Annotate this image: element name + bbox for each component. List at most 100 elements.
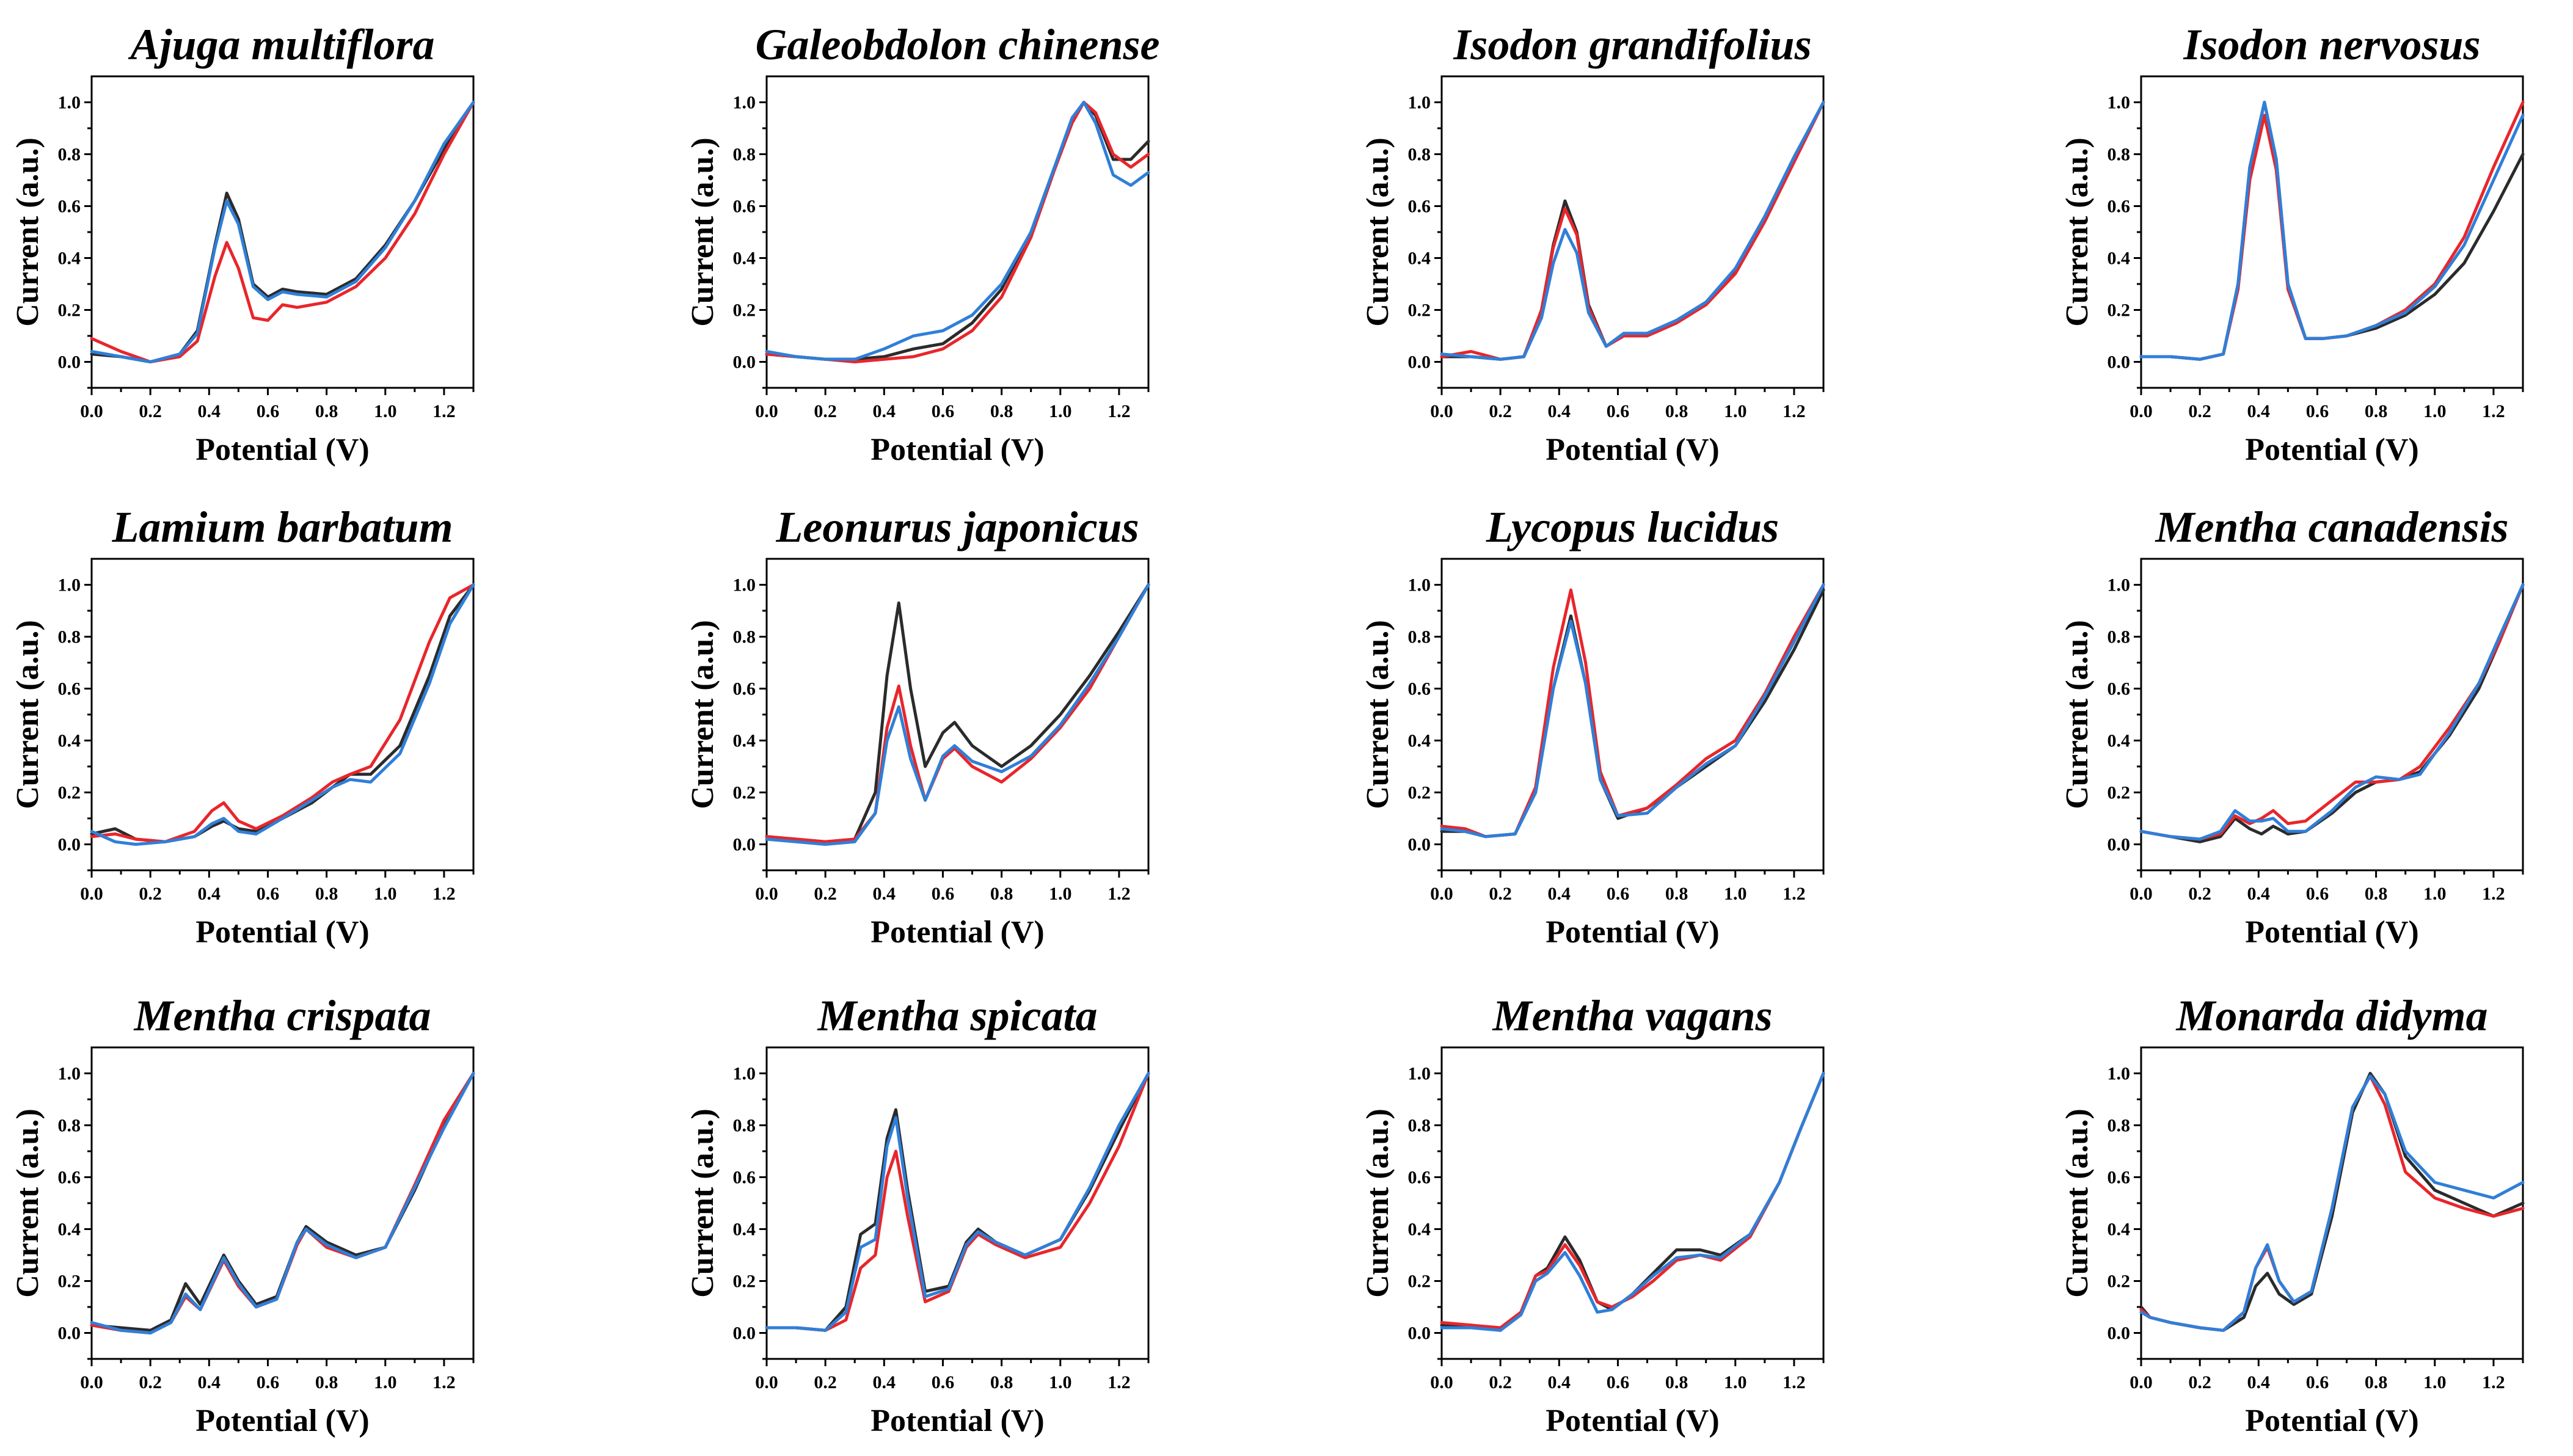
panel-isodon-grandifolius: Isodon grandifolius 0.0 0.2 0.4 0.6 0.8 1.0 1.2… — [1360, 20, 1825, 467]
y-tick-label: 0.6 — [733, 197, 756, 217]
y-axis-label: Current (a.u.) — [685, 1108, 720, 1298]
y-tick-label: 0.8 — [58, 145, 81, 165]
x-tick-label: 0.2 — [139, 1372, 162, 1392]
series-line-black — [1440, 1072, 1825, 1332]
y-tick-label: 0.0 — [1408, 835, 1431, 855]
series-line-red — [2139, 583, 2525, 841]
y-tick-label: 0.0 — [2108, 835, 2131, 855]
chart-title: Isodon grandifolius — [1453, 20, 1811, 69]
x-tick-label: 0.6 — [2306, 401, 2329, 421]
y-tick-label: 0.6 — [58, 679, 81, 699]
series-line-red — [1440, 1072, 1825, 1330]
x-tick-label: 0.8 — [990, 1372, 1013, 1392]
x-tick-label: 0.6 — [1607, 401, 1630, 421]
y-tick-label: 0.8 — [2108, 1116, 2131, 1136]
series-line-blue — [765, 1072, 1150, 1332]
x-tick-label: 0.0 — [1430, 884, 1453, 904]
chart-title: Monarda didyma — [2175, 991, 2487, 1040]
x-axis-label: Potential (V) — [1546, 1403, 1719, 1438]
x-tick-label: 0.0 — [755, 401, 778, 421]
series-line-blue — [2139, 1074, 2525, 1332]
x-tick-label: 0.4 — [2247, 884, 2271, 904]
y-tick-label: 0.8 — [1408, 627, 1431, 647]
y-tick-label: 0.8 — [733, 145, 756, 165]
x-tick-label: 1.0 — [1049, 1372, 1072, 1392]
plot-frame — [90, 1046, 475, 1360]
x-axis-label: Potential (V) — [195, 915, 369, 950]
x-tick-label: 0.8 — [1665, 401, 1688, 421]
chart-title: Ajuga multiflora — [128, 20, 434, 69]
x-tick-label: 0.8 — [315, 884, 338, 904]
x-tick-label: 0.8 — [990, 401, 1013, 421]
x-axis-label: Potential (V) — [1546, 915, 1719, 950]
x-tick-label: 1.0 — [1049, 401, 1072, 421]
y-tick-label: 0.8 — [2108, 627, 2131, 647]
x-tick-label: 0.4 — [2247, 1372, 2271, 1392]
y-axis-label: Current (a.u.) — [10, 1108, 45, 1298]
y-tick-label: 1.0 — [733, 93, 756, 113]
x-tick-label: 0.8 — [2365, 1372, 2388, 1392]
x-tick-label: 0.6 — [1607, 884, 1630, 904]
y-tick-label: 0.6 — [1408, 679, 1431, 699]
series-line-black — [765, 101, 1150, 361]
series-line-red — [765, 101, 1150, 363]
y-tick-label: 0.2 — [1408, 783, 1431, 803]
x-tick-label: 1.0 — [374, 1372, 397, 1392]
plot-frame — [765, 558, 1150, 872]
y-tick-label: 0.6 — [58, 197, 81, 217]
x-tick-label: 0.6 — [2306, 884, 2329, 904]
x-tick-label: 0.2 — [1489, 884, 1512, 904]
chart-title: Mentha spicata — [817, 991, 1097, 1040]
x-tick-label: 0.6 — [932, 1372, 955, 1392]
x-tick-label: 0.2 — [139, 884, 162, 904]
x-tick-label: 1.0 — [2423, 884, 2447, 904]
y-tick-label: 0.4 — [733, 731, 756, 751]
series-line-red — [1440, 583, 1825, 839]
series-line-blue — [765, 583, 1150, 846]
series-line-blue — [1440, 583, 1825, 839]
y-tick-label: 0.6 — [2108, 1168, 2131, 1188]
x-tick-label: 0.8 — [2365, 401, 2388, 421]
x-tick-label: 1.2 — [1108, 1372, 1131, 1392]
y-tick-label: 0.4 — [733, 249, 756, 269]
series-line-red — [1440, 101, 1825, 361]
x-tick-label: 0.4 — [1548, 1372, 1571, 1392]
y-tick-label: 0.8 — [2108, 145, 2131, 165]
y-tick-label: 0.0 — [58, 835, 81, 855]
y-tick-label: 0.0 — [58, 352, 81, 373]
x-tick-label: 1.0 — [1724, 401, 1747, 421]
x-tick-label: 0.4 — [1548, 401, 1571, 421]
series-line-blue — [2139, 101, 2525, 361]
y-tick-label: 0.8 — [58, 627, 81, 647]
series-line-black — [1440, 588, 1825, 839]
x-tick-label: 0.4 — [198, 1372, 221, 1392]
y-tick-label: 0.2 — [1408, 1272, 1431, 1292]
y-tick-label: 0.4 — [58, 731, 81, 751]
x-tick-label: 0.0 — [1430, 401, 1453, 421]
x-tick-label: 0.2 — [814, 884, 837, 904]
x-tick-label: 1.0 — [2423, 1372, 2447, 1392]
x-axis-label: Potential (V) — [1546, 432, 1719, 467]
y-tick-label: 0.8 — [733, 627, 756, 647]
x-axis-label: Potential (V) — [870, 432, 1044, 467]
series-line-blue — [1440, 1072, 1825, 1332]
series-line-black — [765, 583, 1150, 843]
x-axis-label: Potential (V) — [195, 1403, 369, 1438]
series-line-black — [90, 1072, 475, 1332]
panel-mentha-vagans: Mentha vagans 0.0 0.2 0.4 0.6 0.8 1.0 1.2 0.0 0.2… — [1360, 991, 1825, 1438]
y-tick-label: 0.4 — [733, 1220, 756, 1240]
panel-leonurus-japonicus: Leonurus japonicus 0.0 0.2 0.4 0.6 0.8 1.0 1.2 0… — [685, 503, 1150, 950]
y-tick-label: 0.2 — [2108, 1272, 2131, 1292]
y-tick-label: 0.2 — [58, 783, 81, 803]
y-tick-label: 0.8 — [733, 1116, 756, 1136]
series-line-red — [765, 1072, 1150, 1332]
y-tick-label: 1.0 — [733, 1064, 756, 1084]
y-tick-label: 0.8 — [1408, 1116, 1431, 1136]
series-line-blue — [1440, 101, 1825, 361]
y-axis-label: Current (a.u.) — [1360, 620, 1395, 809]
y-tick-label: 0.4 — [2108, 249, 2131, 269]
series-line-blue — [90, 1072, 475, 1334]
panel-mentha-crispata: Mentha crispata 0.0 0.2 0.4 0.6 0.8 1.0 1.2 0.0 0… — [10, 991, 475, 1438]
plot-frame — [1440, 75, 1825, 389]
